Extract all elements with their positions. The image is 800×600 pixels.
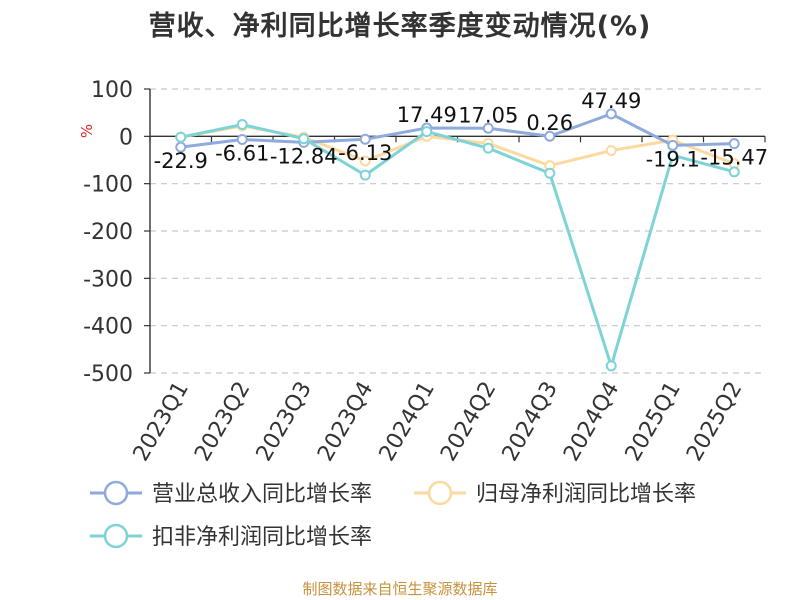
data-point	[544, 167, 556, 179]
data-label: -22.9	[154, 149, 208, 173]
legend-label: 扣非净利润同比增长率	[152, 525, 372, 550]
data-point	[359, 155, 371, 167]
data-point	[236, 133, 248, 145]
legend-label: 归母净利润同比增长率	[476, 482, 696, 507]
data-label: 17.05	[458, 103, 518, 127]
series-lines	[175, 108, 740, 372]
legend-marker	[427, 480, 453, 506]
chart-title: 营收、净利同比增长率季度变动情况(%)	[148, 11, 652, 42]
y-axis-unit: %	[78, 124, 96, 138]
x-tick-label: 2024Q4	[559, 378, 624, 466]
data-point	[728, 138, 740, 150]
data-point	[605, 360, 617, 372]
x-tick-label: 2024Q3	[498, 378, 563, 466]
data-label: 17.49	[397, 103, 457, 127]
data-label: -12.84	[270, 144, 338, 168]
data-point	[544, 130, 556, 142]
data-point	[175, 131, 187, 143]
x-tick-label: 2024Q2	[436, 378, 501, 466]
y-tick-label: 0	[119, 125, 133, 150]
data-point	[605, 108, 617, 120]
legend-marker	[103, 523, 129, 549]
x-tick-label: 2025Q2	[682, 378, 747, 466]
x-tick-label: 2023Q1	[129, 378, 194, 466]
data-label: -19.1	[646, 147, 700, 171]
x-tick-label: 2024Q1	[375, 378, 440, 466]
data-point	[605, 145, 617, 157]
y-tick-label: -400	[83, 315, 133, 340]
data-point	[482, 122, 494, 134]
data-point	[667, 149, 679, 161]
data-point	[728, 166, 740, 178]
data-point	[298, 133, 310, 145]
y-tick-label: -300	[83, 267, 133, 292]
legend-label: 营业总收入同比增长率	[152, 482, 372, 507]
x-tick-label: 2025Q1	[621, 378, 686, 466]
data-point	[359, 169, 371, 181]
data-point	[359, 133, 371, 145]
data-label: -15.47	[700, 146, 768, 170]
data-label: -6.13	[338, 141, 392, 165]
data-label: -6.61	[215, 141, 269, 165]
x-tick-label: 2023Q3	[252, 378, 317, 466]
series-line	[180, 123, 735, 368]
data-point	[482, 142, 494, 154]
legend-marker	[103, 480, 129, 506]
series-line	[180, 112, 735, 149]
x-tick-label: 2023Q2	[190, 378, 255, 466]
y-tick-label: -500	[83, 362, 133, 387]
data-point	[236, 119, 248, 130]
data-label: 0.26	[526, 111, 573, 135]
grid-lines	[150, 88, 765, 374]
y-tick-label: -200	[83, 220, 133, 245]
y-tick-label: -100	[83, 173, 133, 198]
source-note: 制图数据来自恒生聚源数据库	[302, 580, 498, 598]
x-tick-label: 2023Q4	[313, 378, 378, 466]
data-label: 47.49	[581, 89, 641, 113]
y-tick-label: 100	[91, 78, 133, 103]
data-point	[421, 126, 433, 138]
